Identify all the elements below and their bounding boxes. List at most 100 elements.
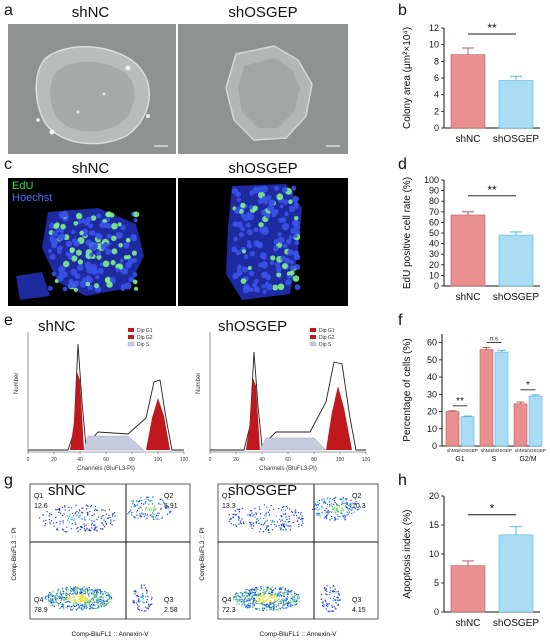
y-tick-label: 0 [432, 441, 437, 451]
x-tick-label: 40 [259, 457, 265, 463]
x-tick-label: 20 [233, 457, 239, 463]
q2-label-left: Q2 [164, 493, 173, 500]
x-category-label: shOSGEP [493, 134, 539, 145]
bar-series-label: shOSGEP [457, 448, 478, 453]
y-tick-label: 2 [434, 106, 439, 116]
panel-e-left-title: shNC [38, 318, 76, 335]
panel-g-right-ylabel: Comp-BluFL3 :: PI [199, 527, 206, 581]
y-tick-label: 6 [434, 73, 439, 83]
x-tick-label: 20 [51, 457, 57, 463]
x-tick-label: 120 [362, 457, 371, 463]
cell-cycle-histogram-shnc: Number Channels (BluFL3-PI) 0 20 40 60 80 100… [14, 328, 189, 472]
significance-label: * [526, 380, 530, 391]
panel-label-a: a [4, 2, 13, 19]
y-tick-label: 80 [429, 196, 439, 206]
flow-cytometry-plot-shosgep: Q1 13.3 Q2 10.3 Q3 4.15 Q4 72.3 Comp-Blu… [199, 483, 379, 638]
panel-label-b: b [398, 2, 407, 19]
fluorescence-image-shosgep [178, 178, 348, 306]
flow-cytometry-plot-shnc: Q1 12.6 Q2 5.91 Q3 2.58 Q4 78.9 Comp-Blu… [11, 483, 191, 638]
y-tick-label: 90 [429, 186, 439, 196]
x-tick-label: 80 [311, 457, 317, 463]
panel-a-left-title: shNC [71, 4, 110, 21]
x-category-label: shNC [455, 618, 480, 629]
phase-contrast-image-shosgep [178, 24, 348, 154]
significance-label: n.s [490, 336, 498, 342]
y-axis-label: Apoptosis index (%) [402, 510, 413, 599]
y-tick-label: 10 [429, 40, 439, 50]
cell-cycle-histogram-shosgep: Number Channels (BluFL3-PI) 0 20 40 60 80 100… [196, 328, 371, 472]
significance-label: * [490, 502, 495, 516]
x-tick-label: 60 [103, 457, 109, 463]
y-tick-label: 12 [429, 23, 439, 33]
bar-shosgep-g1 [460, 416, 475, 447]
q3-label-left: Q3 [164, 597, 173, 604]
significance-label: ** [487, 183, 497, 197]
x-category-label: shNC [455, 292, 480, 303]
panel-g-left-xlabel: Comp-BluFL1 :: Annexin-V [72, 631, 150, 638]
bar-chart-cell-cycle: 0 10 20 30 40 50 60 Percentage of cells (%) shNC… [402, 334, 546, 463]
fluorescence-image-shnc: EdU Hoechst [8, 178, 176, 306]
q2-value-right: 10.3 [352, 503, 366, 510]
y-tick-label: 40 [427, 372, 437, 382]
panel-a-right-title: shOSGEP [228, 4, 298, 21]
y-tick-label: 15 [429, 520, 439, 530]
x-tick-label: 100 [336, 457, 345, 463]
group-label: G1 [455, 456, 464, 463]
panel-g-left-ylabel: Comp-BluFL3 :: PI [11, 527, 18, 581]
y-tick-label: 60 [429, 217, 439, 227]
q2-label-right: Q2 [352, 493, 361, 500]
bar-shosgep-g2m [528, 395, 543, 447]
legend-edu: EdU [12, 180, 34, 192]
x-tick-label: 100 [154, 457, 163, 463]
bar-chart-colony-area: 0 2 4 6 8 10 12 Colony area (μm²×10⁴) shNC shOSGE… [402, 21, 540, 145]
y-tick-label: 20 [429, 491, 439, 501]
panel-g-left-title: shNC [48, 482, 86, 499]
bar-shosgep [498, 534, 534, 613]
significance-label: ** [487, 21, 497, 35]
y-tick-label: 30 [429, 249, 439, 259]
bar-chart-apoptosis: 0 5 10 15 20 Apoptosis index (%) shNC shOSGEP * [402, 491, 540, 629]
significance-label: ** [456, 396, 464, 407]
q3-label-right: Q3 [352, 597, 361, 604]
panel-label-c: c [4, 156, 12, 173]
x-category-label: shOSGEP [493, 618, 539, 629]
y-tick-label: 10 [427, 424, 437, 434]
y-tick-label: 5 [434, 578, 439, 588]
y-axis-label: EdU positive cell rate (%) [402, 177, 413, 289]
y-tick-label: 0 [434, 123, 439, 133]
panel-e-right-ylabel: Number [196, 373, 202, 394]
legend-dip-g2-right: Dip G2 [319, 335, 335, 341]
panel-e-right-title: shOSGEP [218, 318, 288, 335]
y-tick-label: 10 [429, 549, 439, 559]
bar-series-label: shOSGEP [525, 448, 546, 453]
panel-e-right-xlabel: Channels (BluFL3-PI) [259, 466, 317, 472]
y-tick-label: 0 [434, 607, 439, 617]
x-tick-label: 0 [209, 457, 212, 463]
panel-c-left-title: shNC [71, 160, 110, 177]
x-tick-label: 40 [77, 457, 83, 463]
y-tick-label: 50 [429, 228, 439, 238]
bar-shnc-g2m [513, 403, 528, 447]
bar-series-label: shOSGEP [491, 448, 512, 453]
q1-value-left: 12.6 [34, 503, 48, 510]
bar-shnc-g1 [445, 411, 460, 447]
phase-contrast-image-shnc [8, 24, 176, 154]
q4-value-left: 78.9 [34, 607, 48, 614]
x-tick-label: 0 [27, 457, 30, 463]
x-tick-label: 120 [180, 457, 189, 463]
y-tick-label: 60 [427, 338, 437, 348]
panel-g-right-xlabel: Comp-BluFL1 :: Annexin-V [260, 631, 338, 638]
q3-value-left: 2.58 [164, 607, 178, 614]
q4-label-right: Q4 [222, 597, 231, 604]
nuclei-layer [47, 210, 140, 293]
x-category-label: shOSGEP [493, 292, 539, 303]
y-tick-label: 40 [429, 239, 439, 249]
bar-series-label: shNC [481, 448, 493, 453]
bar-shnc [450, 214, 486, 287]
y-tick-label: 50 [427, 355, 437, 365]
y-tick-label: 30 [427, 389, 437, 399]
q2-value-left: 5.91 [164, 503, 178, 510]
legend-dip-g2: Dip G2 [137, 335, 153, 341]
legend-dip-g1-right: Dip G1 [319, 328, 335, 334]
